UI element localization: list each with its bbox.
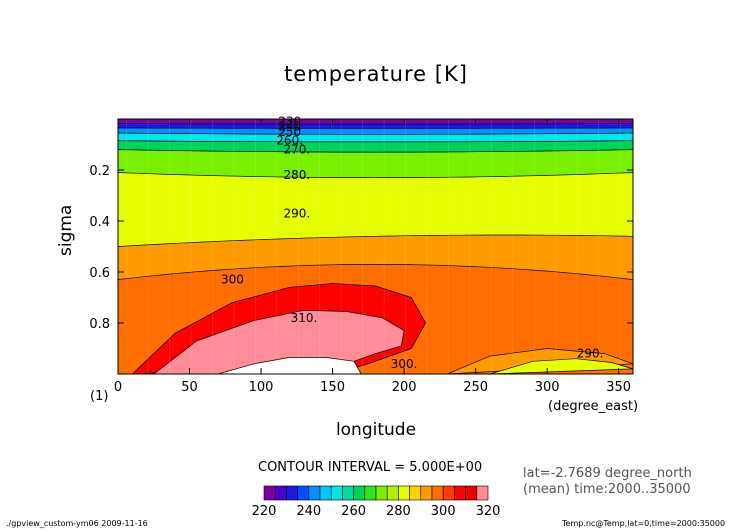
- contour-line-280: [118, 172, 633, 179]
- colorbar-tick-label: 280: [386, 504, 411, 519]
- colorbar-tick-label: 260: [341, 504, 366, 519]
- x-tick-label: 50: [181, 380, 198, 395]
- contour-label: 290.: [577, 347, 604, 361]
- colorbar-swatch: [274, 485, 287, 501]
- panel-index: (1): [90, 389, 109, 404]
- colorbar-swatch: [398, 485, 410, 501]
- latitude-info: lat=-2.7689 degree_north: [523, 466, 692, 481]
- contour-label: 250: [278, 125, 301, 139]
- y-tick-label: 0.2: [89, 164, 110, 179]
- contour-label: 260.: [276, 134, 303, 148]
- contour-label: 270.: [283, 143, 310, 157]
- contour-line-270: [118, 149, 633, 153]
- x-tick-label: 100: [249, 380, 274, 395]
- colorbar-swatch: [263, 485, 276, 501]
- x-tick-label: 350: [606, 380, 631, 395]
- colorbar-swatch: [465, 485, 478, 501]
- contour-label: 310.: [291, 311, 318, 325]
- colorbar-swatch: [286, 485, 298, 501]
- contour-line-250: [118, 132, 633, 135]
- x-tick-label: 300: [535, 380, 560, 395]
- colorbar-swatch: [364, 485, 377, 501]
- contour-line-260: [118, 140, 633, 143]
- contour-label: 280.: [283, 168, 310, 182]
- colorbar-tick-label: 320: [476, 504, 501, 519]
- contour-label: 240: [278, 120, 301, 134]
- y-axis-label: sigma: [56, 204, 76, 256]
- x-axis-units: (degree_east): [548, 399, 639, 414]
- y-tick-label: 0.4: [89, 215, 110, 230]
- colorbar-swatch: [420, 485, 433, 501]
- colorbar-swatch: [409, 485, 422, 501]
- colorbar-swatch: [330, 485, 343, 501]
- colorbar-swatch: [442, 485, 455, 501]
- x-tick-label: 200: [392, 380, 417, 395]
- contour-label: 300: [221, 273, 244, 287]
- contour-line-290: [118, 234, 633, 247]
- contour-interval-text: CONTOUR INTERVAL = 5.000E+00: [258, 460, 483, 475]
- x-axis-label: longitude: [335, 420, 417, 440]
- colorbar-swatch: [375, 485, 388, 501]
- colorbar-tick-label: 300: [431, 504, 456, 519]
- chart-title: temperature [K]: [284, 62, 468, 86]
- colorbar-swatch: [308, 485, 321, 501]
- contour-line-295: [118, 264, 633, 280]
- colorbar-swatch: [353, 485, 366, 501]
- x-tick-label: 150: [320, 380, 345, 395]
- colorbar-swatch: [476, 485, 489, 501]
- footer-right: Temp.nc@Temp,lat=0,time=2000:35000: [562, 519, 726, 528]
- contour-label: 290.: [283, 206, 310, 220]
- x-tick-label: 0: [114, 380, 122, 395]
- footer-left: ./gpview_custom-ym06 2009-11-16: [6, 519, 148, 528]
- colorbar-tick-label: 220: [252, 504, 277, 519]
- plot-frame: [117, 118, 634, 375]
- band-290-295: [489, 358, 633, 374]
- colorbar-swatch: [297, 485, 310, 501]
- colorbar-swatch: [342, 485, 354, 501]
- x-tick-label: 250: [463, 380, 488, 395]
- colorbar-swatch: [454, 485, 466, 501]
- band-310-320: [217, 357, 362, 374]
- colorbar-swatch: [386, 485, 399, 501]
- time-mean-info: (mean) time:2000..35000: [523, 482, 691, 497]
- colorbar-swatch: [431, 485, 444, 501]
- colorbar-tick-label: 240: [296, 504, 321, 519]
- y-tick-label: 0.6: [89, 266, 110, 281]
- contour-label: 300.: [391, 357, 418, 371]
- y-tick-label: 0.8: [89, 317, 110, 332]
- colorbar-swatch: [319, 485, 332, 501]
- contour-label: 230: [278, 115, 301, 129]
